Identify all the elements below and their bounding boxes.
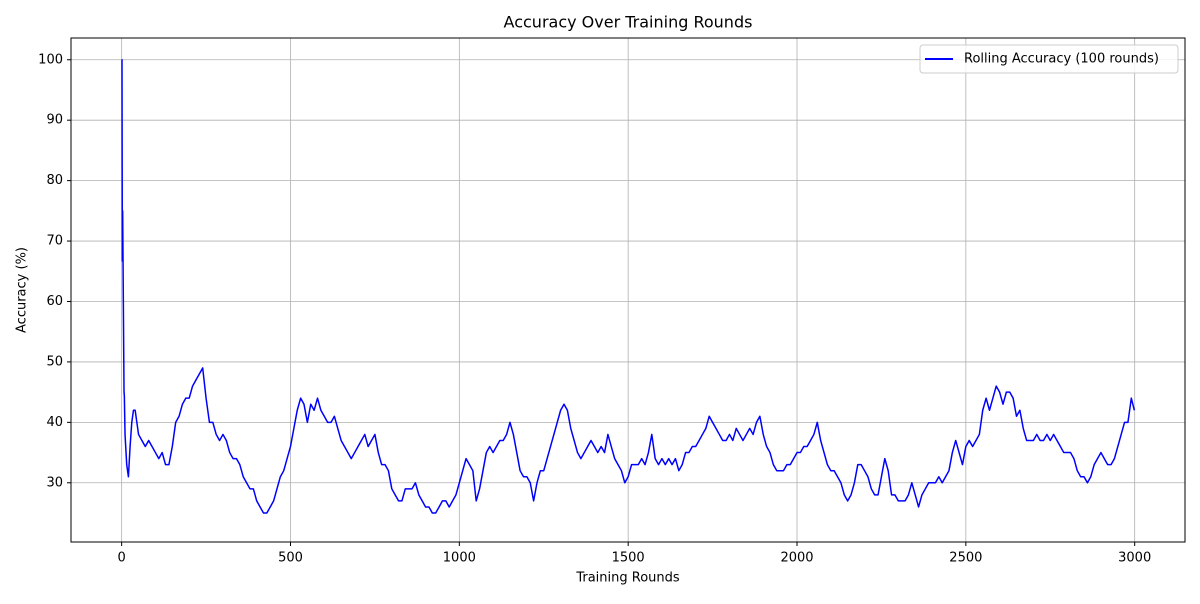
y-axis-label: Accuracy (%) xyxy=(15,247,30,333)
plot-frame xyxy=(70,37,1186,543)
y-tick-label: 30 xyxy=(46,475,63,490)
x-tick-label: 2500 xyxy=(949,551,982,566)
y-tick-label: 80 xyxy=(46,173,63,188)
y-tick-label: 60 xyxy=(46,294,63,309)
legend: Rolling Accuracy (100 rounds) xyxy=(919,44,1179,74)
y-tick-label: 100 xyxy=(38,52,63,67)
x-tick-label: 500 xyxy=(278,551,303,566)
y-tick-label: 50 xyxy=(46,354,63,369)
x-axis-label: Training Rounds xyxy=(575,571,680,586)
legend-box xyxy=(919,44,1179,74)
y-tick-label: 90 xyxy=(46,113,63,128)
chart-title: Accuracy Over Training Rounds xyxy=(504,13,753,32)
x-tick-label: 1500 xyxy=(612,551,645,566)
x-tick-label: 0 xyxy=(118,551,126,566)
data-line xyxy=(121,59,1136,514)
legend-label: Rolling Accuracy (100 rounds) xyxy=(964,52,1159,67)
y-tick-label: 70 xyxy=(46,234,63,249)
x-tick-label: 1000 xyxy=(443,551,476,566)
y-tick-label: 40 xyxy=(46,415,63,430)
x-tick-label: 2000 xyxy=(780,551,813,566)
x-tick-label: 3000 xyxy=(1118,551,1151,566)
